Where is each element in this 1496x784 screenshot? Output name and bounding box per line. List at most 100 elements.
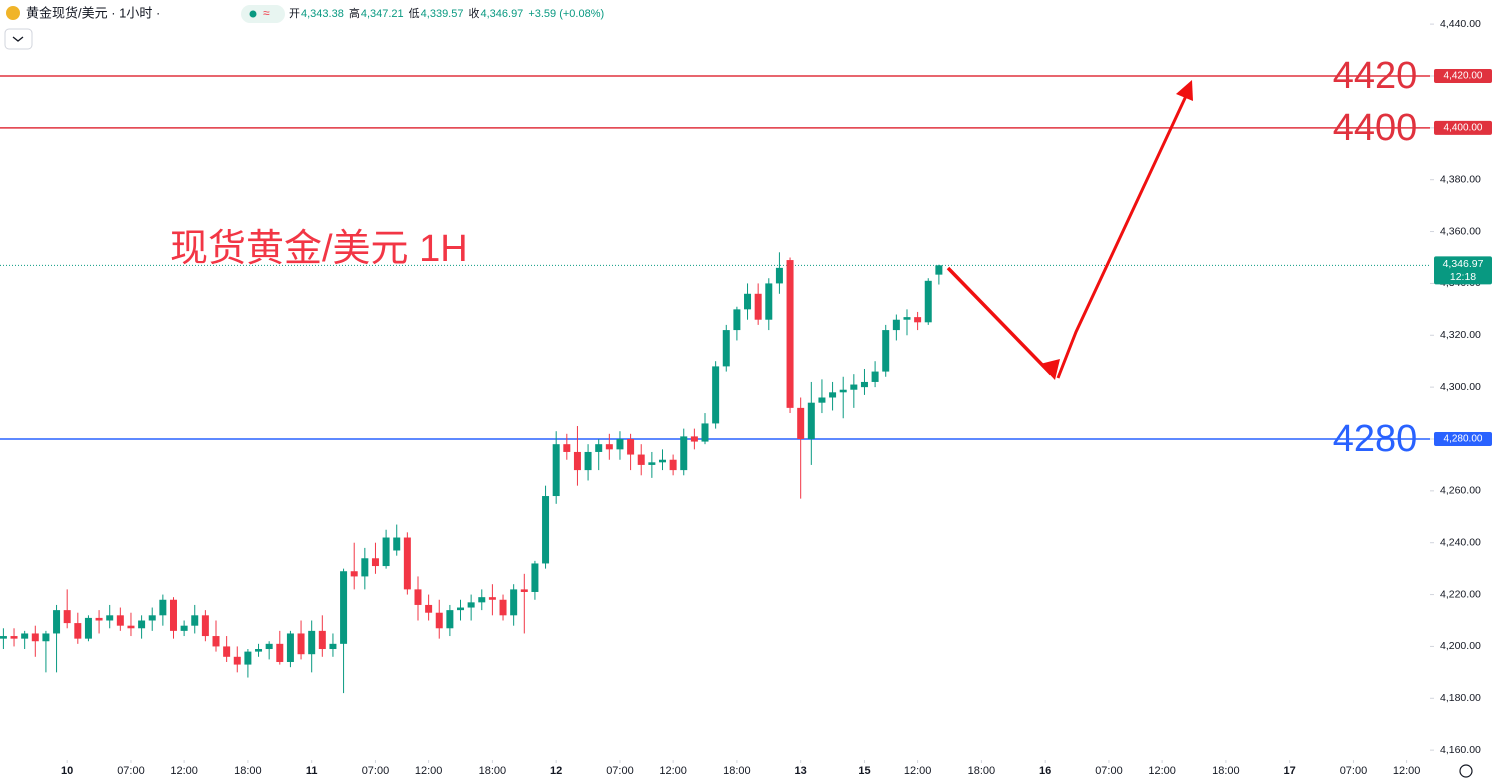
x-tick-label: 12:00 bbox=[904, 765, 932, 777]
candle-body bbox=[839, 389, 847, 393]
candle-body bbox=[882, 330, 890, 372]
delay-icon: ≈ bbox=[263, 6, 270, 20]
quote-value: 4,339.57 bbox=[421, 8, 464, 20]
candle-body bbox=[340, 571, 348, 644]
x-tick-label: 18:00 bbox=[234, 765, 262, 777]
candle-body bbox=[297, 633, 305, 655]
last-price-label: 4,346.97 bbox=[1443, 258, 1484, 270]
x-tick-label: 07:00 bbox=[1340, 765, 1368, 777]
candle-body bbox=[10, 636, 18, 639]
symbol-icon bbox=[6, 6, 20, 20]
candle-body bbox=[138, 620, 146, 629]
quote-value: 4,346.97 bbox=[480, 8, 523, 20]
candle-body bbox=[403, 537, 411, 590]
candle-body bbox=[393, 537, 401, 551]
candle-body bbox=[42, 633, 50, 642]
candle-body bbox=[244, 651, 252, 665]
candle-body bbox=[106, 615, 114, 621]
y-tick-label: 4,240.00 bbox=[1440, 536, 1481, 548]
y-tick-label: 4,200.00 bbox=[1440, 640, 1481, 652]
level-price-tag bbox=[1434, 431, 1492, 446]
x-tick-label: 07:00 bbox=[362, 765, 390, 777]
candle-body bbox=[701, 423, 709, 442]
candle-body bbox=[850, 384, 858, 390]
candle-body bbox=[414, 589, 422, 605]
candle-body bbox=[531, 563, 539, 592]
y-tick-label: 4,360.00 bbox=[1440, 225, 1481, 237]
candle-body bbox=[148, 615, 156, 621]
candle-body bbox=[212, 636, 220, 647]
candle-body bbox=[712, 366, 720, 424]
x-tick-label: 18:00 bbox=[1212, 765, 1240, 777]
chevron-icon bbox=[12, 36, 24, 42]
level-price-label: 4,400.00 bbox=[1444, 122, 1483, 133]
candle-body bbox=[935, 265, 943, 275]
y-tick-label: 4,440.00 bbox=[1440, 18, 1481, 30]
quote-change: +3.59 (+0.08%) bbox=[528, 8, 604, 20]
candle-body bbox=[21, 633, 29, 639]
candle-body bbox=[265, 643, 273, 650]
candle-body bbox=[180, 625, 188, 631]
candle-body bbox=[201, 615, 209, 637]
candle-body bbox=[191, 615, 199, 626]
y-tick-label: 4,180.00 bbox=[1440, 692, 1481, 704]
x-tick-label: 07:00 bbox=[606, 765, 634, 777]
candle-body bbox=[924, 280, 932, 323]
y-tick-label: 4,260.00 bbox=[1440, 485, 1481, 497]
candle-body bbox=[807, 402, 815, 439]
candle-body bbox=[616, 438, 624, 450]
quote-label: 开 bbox=[289, 8, 300, 20]
candle-body bbox=[563, 444, 571, 452]
candle-body bbox=[892, 319, 900, 331]
y-tick-label: 4,380.00 bbox=[1440, 173, 1481, 185]
x-tick-label: 12:00 bbox=[1393, 765, 1421, 777]
status-pill[interactable] bbox=[241, 5, 285, 23]
symbol-title[interactable]: 黄金现货/美元 · 1小时 · bbox=[26, 5, 160, 20]
annotation-title: 现货黄金/美元 1H bbox=[170, 228, 468, 270]
y-tick-label: 4,160.00 bbox=[1440, 744, 1481, 756]
candle-body bbox=[871, 371, 879, 382]
candle-body bbox=[446, 610, 454, 629]
candle-body bbox=[31, 633, 39, 642]
level-price-label: 4,280.00 bbox=[1444, 434, 1483, 445]
y-tick-label: 4,320.00 bbox=[1440, 329, 1481, 341]
candle-body bbox=[733, 309, 741, 331]
candle-body bbox=[754, 293, 762, 320]
x-tick-label: 18:00 bbox=[968, 765, 996, 777]
x-tick-label: 11 bbox=[306, 765, 318, 777]
candle-body bbox=[775, 267, 783, 284]
level-price-tag bbox=[1434, 68, 1492, 83]
x-tick-label: 15 bbox=[858, 765, 870, 777]
candle-body bbox=[116, 615, 124, 626]
settings-icon[interactable] bbox=[1459, 764, 1473, 778]
y-tick-label: 4,220.00 bbox=[1440, 588, 1481, 600]
candle-body bbox=[520, 589, 528, 592]
quote-value: 4,343.38 bbox=[301, 8, 344, 20]
market-open-dot bbox=[249, 10, 257, 18]
ohlc-legend: 开 4,343.38 高 4,347.21 低 4,339.57 收 4,346.97 +3.5… bbox=[289, 6, 604, 20]
candle-body bbox=[552, 444, 560, 497]
plot bbox=[0, 75, 1430, 694]
quote-label: 高 bbox=[349, 6, 360, 20]
x-tick-label: 12:00 bbox=[170, 765, 198, 777]
arrow-head bbox=[1176, 80, 1193, 101]
candle-body bbox=[860, 381, 868, 388]
candle-body bbox=[542, 496, 550, 564]
candle-body bbox=[127, 625, 135, 629]
collapse-button[interactable] bbox=[4, 28, 33, 50]
candle-body bbox=[425, 604, 433, 613]
quote-label: 低 bbox=[409, 7, 420, 20]
candle-body bbox=[573, 451, 581, 471]
candle-body bbox=[84, 617, 92, 639]
candle-body bbox=[797, 407, 805, 439]
candle-body bbox=[74, 623, 82, 639]
candle-body bbox=[435, 612, 443, 629]
candle-body bbox=[786, 260, 794, 408]
candle-body bbox=[382, 537, 390, 567]
candle-body bbox=[488, 597, 496, 600]
candle-body bbox=[457, 607, 465, 611]
candle-body bbox=[350, 571, 358, 577]
candle-body bbox=[95, 617, 103, 621]
candle-body bbox=[233, 656, 241, 665]
candle-body bbox=[499, 599, 507, 616]
